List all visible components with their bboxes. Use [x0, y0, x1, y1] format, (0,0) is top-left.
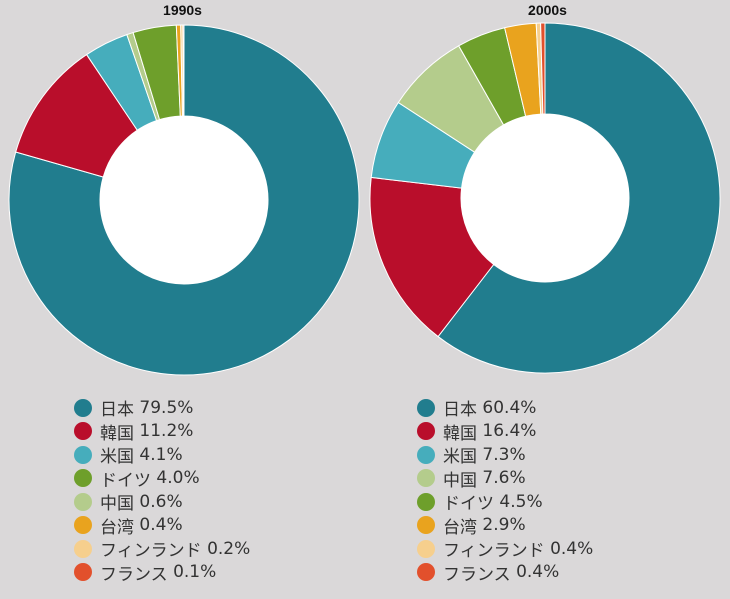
- donut-hole: [100, 116, 268, 284]
- legend-label: 韓国: [443, 423, 477, 444]
- legend-swatch: [417, 539, 435, 558]
- legend-swatch: [74, 422, 92, 441]
- legend-item: フランス 0.4%: [417, 561, 593, 585]
- legend-swatch: [74, 398, 92, 417]
- legend-item: 日本 79.5%: [74, 396, 250, 420]
- legend-item: フィンランド 0.4%: [417, 537, 593, 561]
- legend-swatch: [417, 422, 435, 441]
- legend-value: 11.2%: [134, 421, 194, 442]
- legend-swatch: [417, 445, 435, 464]
- legend-label: 中国: [100, 494, 134, 515]
- legend-value: 0.4%: [544, 538, 594, 559]
- legend-item: ドイツ 4.5%: [417, 490, 593, 514]
- legend-label: 台湾: [100, 517, 134, 538]
- legend-label: 米国: [100, 447, 134, 468]
- legend-value: 0.2%: [201, 538, 251, 559]
- legend-item: 台湾 2.9%: [417, 514, 593, 538]
- legend-item: 米国 7.3%: [417, 443, 593, 467]
- legend-swatch: [74, 539, 92, 558]
- legend-value: 4.0%: [151, 468, 200, 489]
- legend-item: フィンランド 0.2%: [74, 537, 250, 561]
- legend-label: 日本: [443, 400, 477, 421]
- legend-swatch: [417, 492, 435, 511]
- legend-label: ドイツ: [443, 494, 494, 515]
- legend-label: 米国: [443, 447, 477, 468]
- legend-value: 60.4%: [477, 397, 537, 418]
- donut-chart-1990s: 1990s 日本 79.5% 韓国 11.2% 米国 4.1% ドイツ 4.0% 中国 …: [8, 2, 360, 585]
- legend-item: 中国 0.6%: [74, 490, 250, 514]
- donut-svg: [8, 24, 360, 376]
- legend-label: フランス: [443, 564, 511, 585]
- legend-value: 0.4%: [134, 515, 183, 536]
- legend-item: 中国 7.6%: [417, 467, 593, 491]
- legend-value: 2.9%: [477, 515, 526, 536]
- legend-value: 0.1%: [167, 562, 217, 583]
- donut-slice: [182, 24, 185, 117]
- legend-item: 日本 60.4%: [417, 396, 593, 420]
- legend-swatch: [417, 398, 435, 417]
- legend: 日本 79.5% 韓国 11.2% 米国 4.1% ドイツ 4.0% 中国 0.6% 台湾…: [74, 396, 250, 585]
- legend-value: 4.5%: [494, 491, 543, 512]
- legend-label: フランス: [100, 564, 168, 585]
- legend-item: ドイツ 4.0%: [74, 467, 250, 491]
- legend-item: 韓国 11.2%: [74, 420, 250, 444]
- legend-label: 台湾: [443, 517, 477, 538]
- legend-value: 16.4%: [477, 421, 537, 442]
- legend-label: 日本: [100, 400, 134, 421]
- legend: 日本 60.4% 韓国 16.4% 米国 7.3% 中国 7.6% ドイツ 4.5% 台湾…: [417, 396, 593, 585]
- legend-swatch: [74, 563, 92, 582]
- legend-label: 中国: [443, 470, 477, 491]
- donut-svg: [369, 22, 721, 374]
- legend-label: 韓国: [100, 423, 134, 444]
- legend-swatch: [74, 469, 92, 488]
- legend-swatch: [74, 445, 92, 464]
- legend-value: 79.5%: [134, 397, 194, 418]
- legend-value: 4.1%: [134, 444, 183, 465]
- chart-title: 2000s: [528, 2, 567, 18]
- legend-swatch: [74, 516, 92, 535]
- legend-swatch: [417, 469, 435, 488]
- donut-chart-2000s: 2000s 日本 60.4% 韓国 16.4% 米国 7.3% 中国 7.6% ドイツ …: [365, 0, 730, 599]
- legend-item: 台湾 0.4%: [74, 514, 250, 538]
- legend-item: 韓国 16.4%: [417, 420, 593, 444]
- legend-item: フランス 0.1%: [74, 561, 250, 585]
- donut-hole: [461, 114, 629, 282]
- legend-label: フィンランド: [100, 541, 202, 562]
- chart-title: 1990s: [163, 2, 202, 18]
- legend-swatch: [417, 563, 435, 582]
- legend-swatch: [417, 516, 435, 535]
- legend-item: 米国 4.1%: [74, 443, 250, 467]
- legend-label: フィンランド: [443, 541, 545, 562]
- legend-label: ドイツ: [100, 470, 151, 491]
- legend-value: 0.6%: [134, 491, 183, 512]
- legend-value: 0.4%: [510, 562, 560, 583]
- legend-value: 7.3%: [477, 444, 526, 465]
- legend-value: 7.6%: [477, 468, 526, 489]
- legend-swatch: [74, 492, 92, 511]
